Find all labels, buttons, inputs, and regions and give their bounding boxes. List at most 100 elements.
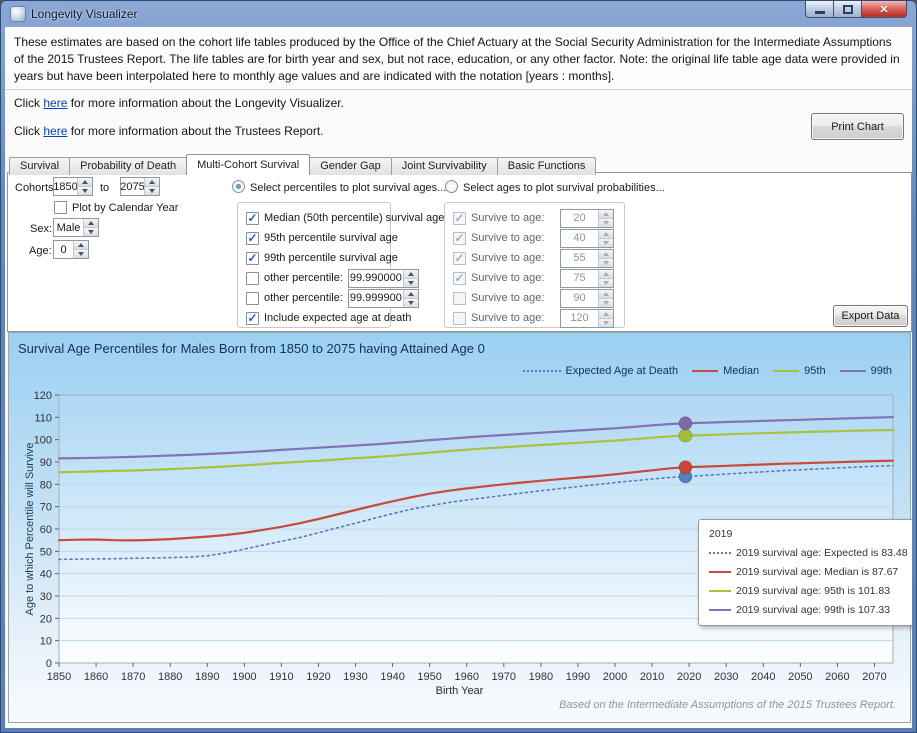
spin-down-button[interactable] xyxy=(404,279,418,287)
tab-gender-gap[interactable]: Gender Gap xyxy=(309,157,392,175)
svg-text:40: 40 xyxy=(40,569,52,581)
option-label: 99th percentile survival age xyxy=(264,252,398,264)
cohort-to-spinner[interactable]: 2075 xyxy=(120,177,160,196)
chart-panel: Survival Age Percentiles for Males Born … xyxy=(8,332,911,723)
svg-text:1910: 1910 xyxy=(269,671,293,683)
tooltip-line-sample xyxy=(709,609,731,611)
tab-joint-survivability[interactable]: Joint Survivability xyxy=(391,157,498,175)
tab-multi-cohort-survival[interactable]: Multi-Cohort Survival xyxy=(186,154,310,175)
option-value-spinner[interactable]: 99.999900 xyxy=(348,289,419,308)
sex-spinner[interactable]: Male xyxy=(53,218,99,237)
spinner-value: 0 xyxy=(54,241,73,258)
spin-down-button[interactable] xyxy=(74,250,88,258)
svg-text:1870: 1870 xyxy=(121,671,145,683)
spin-up-button[interactable] xyxy=(599,230,613,239)
svg-text:2000: 2000 xyxy=(603,671,627,683)
spin-up-button[interactable] xyxy=(404,270,418,279)
spin-down-button[interactable] xyxy=(599,219,613,227)
tab-probability-of-death[interactable]: Probability of Death xyxy=(69,157,187,175)
spin-up-button[interactable] xyxy=(74,241,88,250)
tooltip-text: 2019 survival age: Expected is 83.48 xyxy=(736,547,908,559)
spin-down-button[interactable] xyxy=(145,187,159,195)
legend-item: 99th xyxy=(840,365,892,377)
spin-down-button[interactable] xyxy=(599,259,613,267)
titlebar[interactable]: Longevity Visualizer ✕ xyxy=(1,1,916,27)
option-checkbox[interactable]: ✓ xyxy=(246,212,259,225)
spin-up-button[interactable] xyxy=(599,270,613,279)
spin-up-button[interactable] xyxy=(599,310,613,319)
spinner-buttons xyxy=(83,219,98,236)
spin-up-button[interactable] xyxy=(599,250,613,259)
age-spinner[interactable]: 0 xyxy=(53,240,89,259)
spin-down-icon xyxy=(149,189,155,193)
svg-text:2030: 2030 xyxy=(714,671,738,683)
option-checkbox[interactable]: ✓ xyxy=(453,272,466,285)
plot-by-calendar-year-checkbox[interactable] xyxy=(54,201,67,214)
option-value-spinner[interactable]: 75 xyxy=(560,269,614,288)
spin-down-icon xyxy=(78,252,84,256)
option-value-spinner[interactable]: 90 xyxy=(560,289,614,308)
spin-down-button[interactable] xyxy=(599,279,613,287)
option-checkbox[interactable] xyxy=(246,272,259,285)
tab-survival[interactable]: Survival xyxy=(9,157,70,175)
spin-down-button[interactable] xyxy=(84,228,98,236)
option-checkbox[interactable]: ✓ xyxy=(453,212,466,225)
app-window: Longevity Visualizer ✕ These estimates a… xyxy=(0,0,917,733)
sex-label: Sex: xyxy=(30,223,52,235)
svg-text:1940: 1940 xyxy=(380,671,404,683)
option-value-spinner[interactable]: 120 xyxy=(560,309,614,328)
spin-down-button[interactable] xyxy=(78,187,92,195)
spin-up-icon xyxy=(78,243,84,247)
option-checkbox[interactable]: ✓ xyxy=(453,252,466,265)
link-prefix: Click xyxy=(14,124,43,138)
visualizer-info-link[interactable]: here xyxy=(43,96,67,110)
option-value-spinner[interactable]: 40 xyxy=(560,229,614,248)
legend-label: Expected Age at Death xyxy=(566,365,679,377)
option-value-spinner[interactable]: 20 xyxy=(560,209,614,228)
percentiles-radio[interactable] xyxy=(232,180,245,193)
spinner-value: 20 xyxy=(561,210,598,227)
survival-ages-radio[interactable] xyxy=(445,180,458,193)
spin-up-button[interactable] xyxy=(145,178,159,187)
trustees-info-link[interactable]: here xyxy=(43,124,67,138)
spin-up-button[interactable] xyxy=(599,290,613,299)
legend-item: 95th xyxy=(773,365,825,377)
option-checkbox[interactable]: ✓ xyxy=(453,232,466,245)
option-checkbox[interactable]: ✓ xyxy=(246,252,259,265)
option-checkbox[interactable] xyxy=(246,292,259,305)
visualizer-info-row: Click here for more information about th… xyxy=(14,96,344,113)
minimize-button[interactable] xyxy=(805,1,834,18)
option-value-spinner[interactable]: 55 xyxy=(560,249,614,268)
option-checkbox[interactable]: ✓ xyxy=(246,312,259,325)
tab-basic-functions[interactable]: Basic Functions xyxy=(497,157,597,175)
spin-up-button[interactable] xyxy=(599,210,613,219)
option-label: other percentile: xyxy=(264,272,343,284)
option-checkbox[interactable]: ✓ xyxy=(246,232,259,245)
svg-text:1880: 1880 xyxy=(158,671,182,683)
close-button[interactable]: ✕ xyxy=(862,1,907,18)
tooltip-line-sample xyxy=(709,552,731,554)
option-checkbox[interactable] xyxy=(453,312,466,325)
spin-up-button[interactable] xyxy=(84,219,98,228)
svg-text:90: 90 xyxy=(40,457,52,469)
tooltip-text: 2019 survival age: 99th is 107.33 xyxy=(736,604,890,616)
legend-line-sample xyxy=(692,370,718,372)
spin-down-button[interactable] xyxy=(599,239,613,247)
option-row: Survive to age:120 xyxy=(453,308,624,328)
links-section: Click here for more information about th… xyxy=(14,96,344,152)
spin-down-button[interactable] xyxy=(599,319,613,327)
option-checkbox[interactable] xyxy=(453,292,466,305)
option-label: Survive to age: xyxy=(471,292,544,304)
cohort-from-spinner[interactable]: 1850 xyxy=(53,177,93,196)
print-chart-button[interactable]: Print Chart xyxy=(811,113,904,140)
spinner-value: 55 xyxy=(561,250,598,267)
option-row: ✓Survive to age:75 xyxy=(453,268,624,288)
spin-up-button[interactable] xyxy=(78,178,92,187)
legend-line-sample xyxy=(773,370,799,372)
option-value-spinner[interactable]: 99.990000 xyxy=(348,269,419,288)
maximize-button[interactable] xyxy=(834,1,862,18)
export-data-button[interactable]: Export Data xyxy=(833,305,908,327)
spin-down-button[interactable] xyxy=(404,299,418,307)
spin-down-button[interactable] xyxy=(599,299,613,307)
spin-up-button[interactable] xyxy=(404,290,418,299)
